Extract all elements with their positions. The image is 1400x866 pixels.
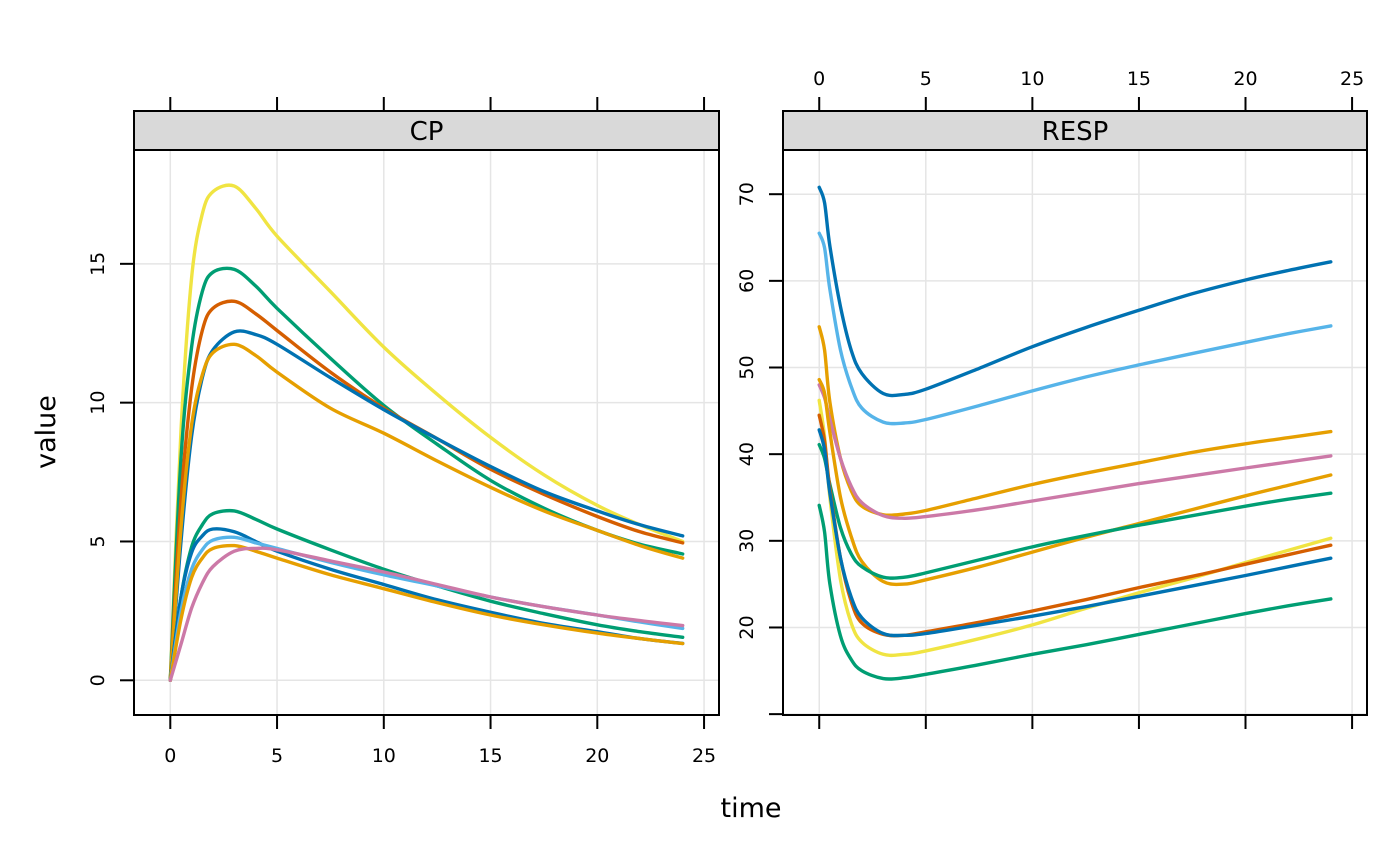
x-tick-label: 10 xyxy=(372,745,396,767)
series-line-cp-10 xyxy=(168,546,685,682)
series-line-cp-8 xyxy=(168,535,685,682)
x-tick-label: 5 xyxy=(920,68,932,90)
panel-cp: CP 0 5 10 15 20 25 0 5 10 15 xyxy=(87,97,720,767)
y-tick-label: 70 xyxy=(736,182,758,206)
series-line-resp-4 xyxy=(817,383,1333,521)
x-tick-label: 15 xyxy=(478,745,502,767)
x-tick-label: 0 xyxy=(164,745,176,767)
y-tick-label: 40 xyxy=(736,442,758,466)
series-line-cp-3 xyxy=(168,299,685,682)
y-tick-label: 10 xyxy=(87,391,109,415)
x-axis-title: time xyxy=(720,793,781,824)
y-tick-label: 15 xyxy=(87,252,109,276)
strip xyxy=(133,110,720,151)
series-line-resp-3 xyxy=(817,325,1333,518)
x-tick-label: 15 xyxy=(1127,68,1151,90)
strip-label: RESP xyxy=(1042,117,1109,147)
x-tick-label: 20 xyxy=(585,745,609,767)
y-axis-title: value xyxy=(31,395,62,469)
x-tick-label: 25 xyxy=(1340,68,1364,90)
y-tick-label: 5 xyxy=(87,535,109,547)
series-line-cp-2 xyxy=(168,266,685,682)
x-tick-label: 20 xyxy=(1233,68,1257,90)
series-line-resp-6 xyxy=(817,442,1333,580)
series-line-cp-1 xyxy=(168,183,685,682)
x-tick-label: 25 xyxy=(692,745,716,767)
series-line-cp-6 xyxy=(168,508,685,682)
y-tick-label: 30 xyxy=(736,529,758,553)
series-line-resp-5 xyxy=(817,377,1333,587)
series-line-resp-2 xyxy=(817,231,1333,426)
series-line-resp-1 xyxy=(817,185,1333,398)
series-line-cp-7 xyxy=(168,527,685,682)
x-tick-label: 10 xyxy=(1020,68,1044,90)
series-line-resp-9 xyxy=(817,428,1333,638)
series-line-cp-5 xyxy=(168,342,685,682)
series-line-resp-7 xyxy=(817,398,1333,658)
strip xyxy=(782,110,1368,151)
series-line-cp-9 xyxy=(168,543,685,682)
strip-label: CP xyxy=(410,117,444,147)
y-tick-label: 20 xyxy=(736,615,758,639)
y-tick-label: 50 xyxy=(736,355,758,379)
y-tick-label: 60 xyxy=(736,269,758,293)
x-tick-label: 5 xyxy=(271,745,283,767)
series-line-resp-10 xyxy=(817,503,1333,681)
series-line-resp-8 xyxy=(817,413,1333,638)
y-tick-label: 0 xyxy=(87,674,109,686)
panel-resp: RESP 0 5 10 15 20 25 20 30 40 50 60 70 xyxy=(736,68,1368,729)
x-tick-label: 0 xyxy=(813,68,825,90)
